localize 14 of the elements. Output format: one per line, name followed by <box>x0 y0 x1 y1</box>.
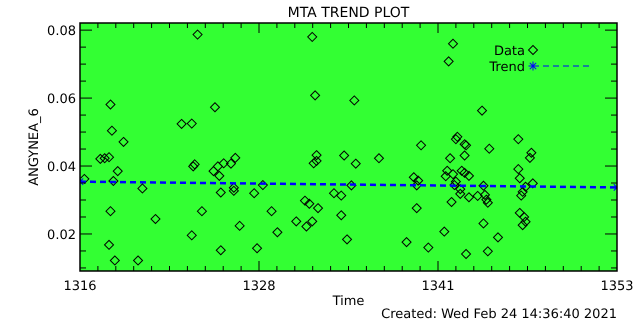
text: Created: Wed Feb 24 14:36:40 2021 <box>381 307 617 320</box>
chart-title: MTA TREND PLOT <box>288 5 410 21</box>
y-tick-label: 0.08 <box>47 24 76 40</box>
legend-label: Data <box>494 44 525 59</box>
x-tick-label: 1341 <box>421 279 455 294</box>
y-tick-label: 0.04 <box>47 160 76 176</box>
x-tick-label: 1328 <box>242 279 276 294</box>
y-tick-label: 0.06 <box>47 92 76 108</box>
legend-label: Trend <box>488 60 525 75</box>
y-tick-label: 0.02 <box>47 228 76 243</box>
x-tick-label: 1316 <box>63 279 97 294</box>
y-axis-title: ANGYNEA_6 <box>27 108 42 186</box>
x-axis-title: Time <box>332 294 364 309</box>
x-tick-label: 1353 <box>600 279 634 294</box>
